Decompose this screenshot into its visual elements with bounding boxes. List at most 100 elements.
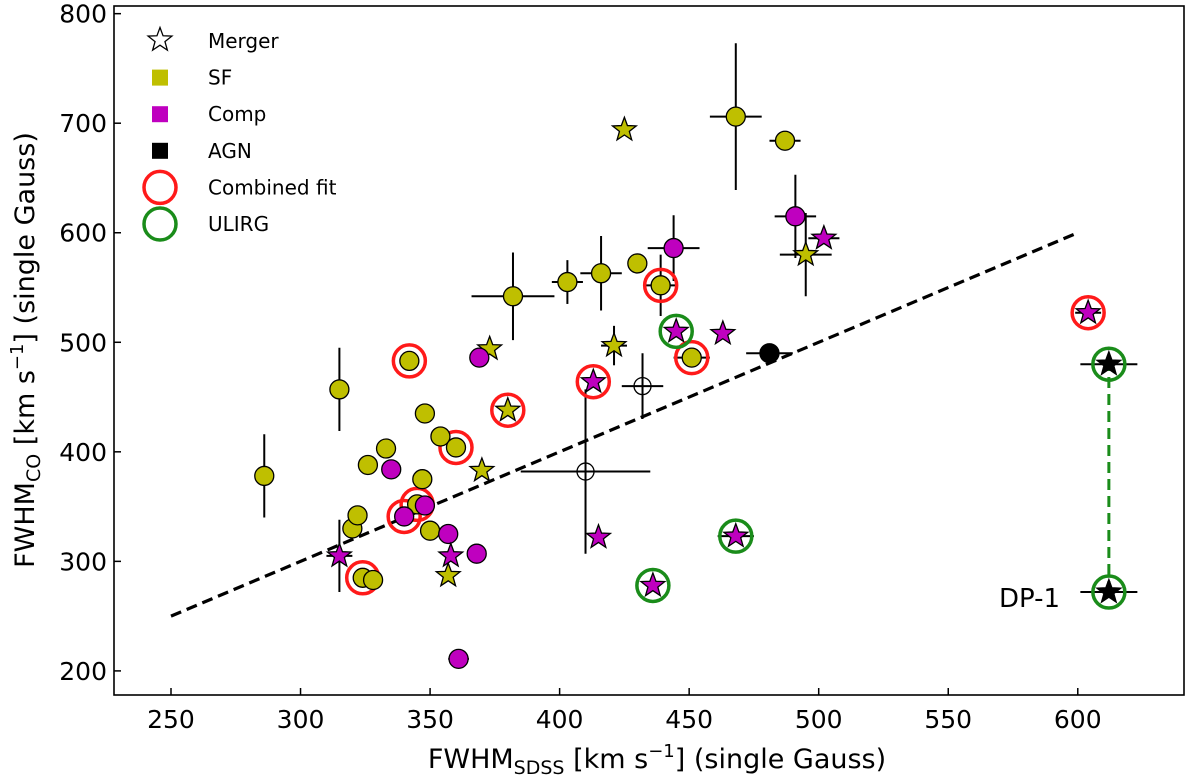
data-point-circle	[362, 569, 384, 591]
y-axis-title-exp: −1	[7, 344, 28, 371]
x-axis-title-exp: −1	[648, 741, 675, 762]
data-point-star	[709, 319, 737, 346]
x-tick-label: 500	[795, 705, 843, 734]
combined-fit-ring	[438, 429, 474, 466]
data-point-star	[810, 223, 838, 250]
data-point-circle	[627, 253, 648, 274]
data-point-circle	[347, 505, 368, 526]
data-point-circle	[633, 376, 652, 396]
one-to-one-reference-line	[170, 231, 1079, 618]
combined-fit-ring	[1070, 294, 1106, 331]
data-point-circle	[445, 437, 467, 458]
data-point-circle	[663, 237, 684, 259]
legend-label: AGN	[208, 139, 252, 163]
data-point-circle	[466, 543, 487, 564]
data-point-star	[325, 541, 354, 568]
legend-label: Combined fit	[208, 175, 337, 199]
data-point-circle	[502, 286, 524, 307]
legend-entry: AGN	[152, 139, 252, 163]
data-point-circle	[414, 495, 436, 516]
data-point-circle	[414, 403, 436, 424]
legend: Merger SF Comp AGN Combined fit ULIRG	[142, 25, 337, 242]
data-point-circle	[650, 275, 671, 296]
axes-layer: 250 300 350 400 450 500 550 600 200 300 400 500 600 7…	[59, 0, 1185, 734]
legend-ring-marker	[142, 206, 178, 242]
legend-square-marker	[152, 106, 168, 123]
legend-square-marker	[152, 142, 168, 159]
x-tick-label: 300	[277, 705, 325, 734]
x-axis-title-main: FWHM	[428, 744, 514, 775]
data-point-star	[600, 331, 628, 358]
x-tick-label: 250	[147, 705, 195, 734]
combined-fit-ring	[391, 343, 428, 379]
data-point-star	[722, 521, 750, 548]
combined-fit-ring	[386, 498, 422, 535]
data-point-circle	[357, 454, 379, 476]
data-point-star	[468, 456, 496, 483]
x-axis-title: FWHMSDSS [km s−1] (single Gauss)	[428, 741, 886, 779]
legend-square-marker	[152, 69, 168, 86]
reference-layer	[170, 231, 1111, 618]
legend-entry: ULIRG	[142, 206, 269, 242]
y-tick-label: 500	[59, 328, 107, 357]
ulirg-ring	[718, 518, 754, 554]
data-point-circle	[430, 426, 451, 447]
data-point-circle	[419, 520, 441, 541]
x-axis-title-tail: ] (single Gauss)	[675, 744, 886, 775]
data-point-circle	[375, 438, 397, 459]
y-axis-title-tail: ] (single Gauss)	[10, 132, 41, 343]
legend-label: Merger	[208, 29, 279, 53]
x-tick-label: 600	[1054, 705, 1102, 734]
x-tick-label: 550	[924, 705, 972, 734]
data-point-circle	[394, 506, 415, 527]
data-point-circle	[254, 465, 275, 487]
y-tick-label: 300	[59, 547, 107, 576]
data-point-star	[494, 395, 522, 422]
legend-entry: Merger	[146, 25, 279, 53]
y-tick-label: 200	[59, 657, 107, 686]
data-point-circle	[381, 459, 402, 480]
data-point-circle	[329, 379, 350, 400]
ulirg-ring	[1091, 574, 1127, 610]
data-point-star	[437, 541, 465, 568]
data-point-circle	[469, 347, 490, 368]
data-point-circle	[759, 343, 780, 364]
combined-fit-ring	[642, 267, 679, 304]
ring-layer	[344, 267, 1127, 610]
x-tick-label: 350	[406, 705, 454, 734]
data-point-star	[639, 571, 667, 598]
y-tick-label: 700	[59, 109, 107, 138]
data-point-star	[1095, 577, 1123, 604]
data-point-circle	[557, 271, 578, 293]
combined-fit-ring	[490, 392, 526, 428]
data-point-circle	[681, 347, 702, 368]
data-point-star	[792, 240, 820, 267]
dp1-annotation: DP-1	[999, 584, 1060, 614]
y-axis-title: FWHMCO [km s−1] (single Gauss)	[7, 132, 45, 568]
ulirg-ring	[635, 567, 671, 604]
combined-fit-ring	[673, 339, 710, 376]
marker-layer	[254, 106, 1123, 670]
ulirg-ring	[658, 313, 694, 350]
data-point-circle	[590, 263, 612, 284]
x-axis-title-sub: SDSS	[514, 757, 565, 779]
legend-label: Comp	[208, 102, 266, 126]
legend-label: ULIRG	[208, 212, 269, 236]
data-point-circle	[785, 206, 806, 227]
data-point-star	[579, 367, 607, 394]
x-tick-label: 400	[536, 705, 584, 734]
legend-entry: Combined fit	[142, 169, 337, 206]
y-tick-label: 400	[59, 438, 107, 467]
y-axis-title-main: FWHM	[10, 482, 41, 568]
y-axis-title-rest: [km s	[10, 370, 41, 454]
legend-ring-marker	[142, 169, 178, 206]
y-tick-label: 800	[59, 0, 107, 29]
data-point-star	[1095, 349, 1123, 376]
y-tick-label: 600	[59, 219, 107, 248]
legend-entry: Comp	[152, 102, 266, 126]
x-tick-label: 450	[665, 705, 713, 734]
data-point-star	[434, 561, 462, 588]
data-point-circle	[438, 523, 459, 545]
legend-star-marker	[146, 25, 174, 52]
